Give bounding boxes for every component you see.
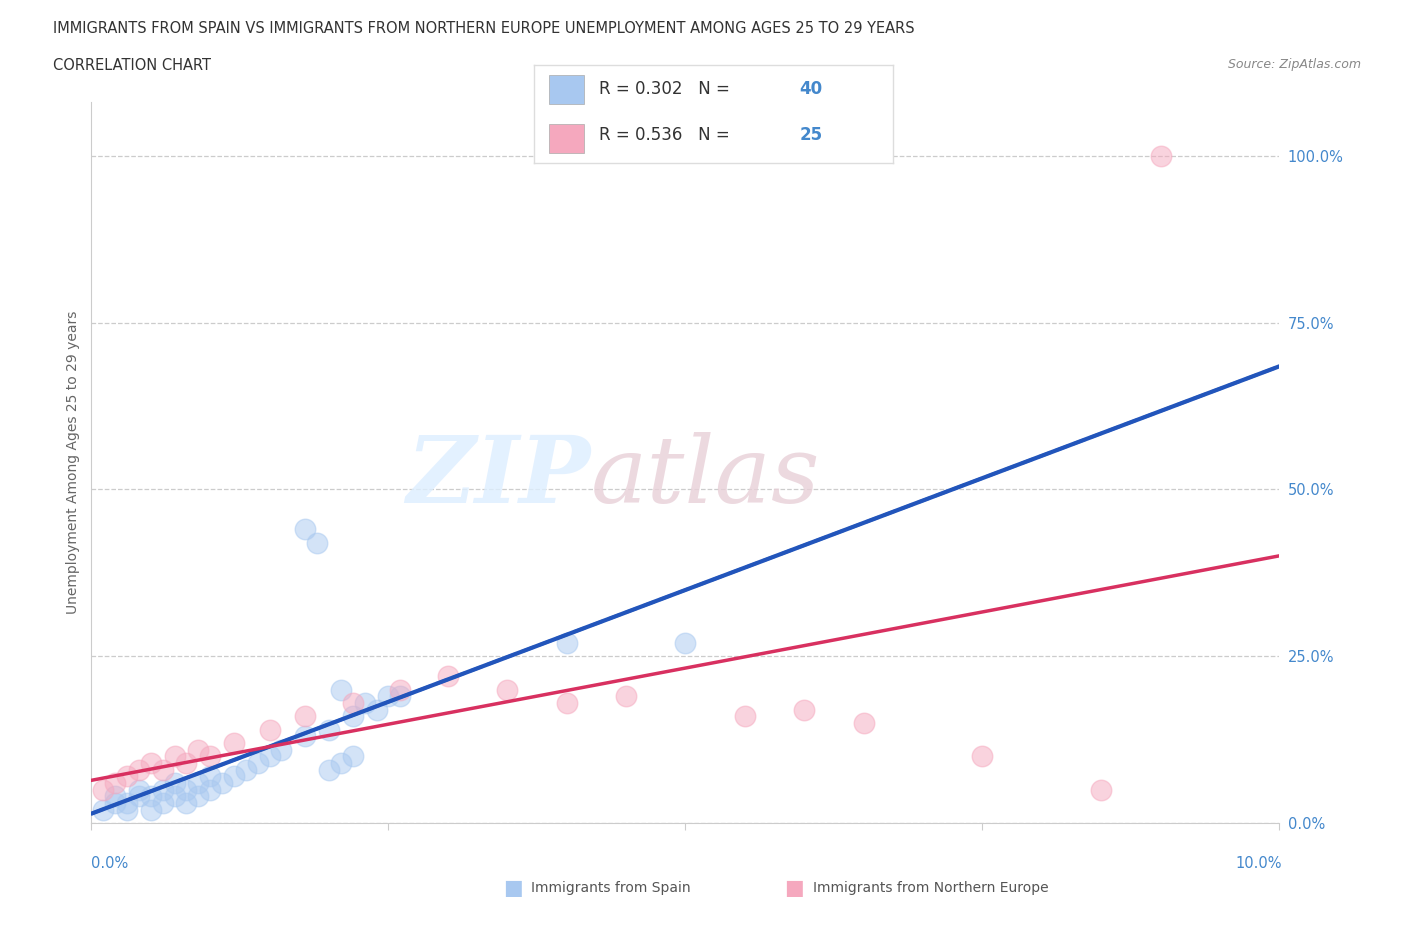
Point xyxy=(176,755,198,770)
Point xyxy=(259,749,281,764)
Point xyxy=(200,769,222,784)
Point xyxy=(104,795,127,810)
Point xyxy=(259,723,281,737)
Point xyxy=(342,696,364,711)
Point xyxy=(377,689,399,704)
Point xyxy=(176,795,198,810)
Point xyxy=(115,803,138,817)
Point xyxy=(115,769,138,784)
Text: atlas: atlas xyxy=(591,432,820,522)
Point xyxy=(152,782,174,797)
Point xyxy=(200,782,222,797)
Text: 10.0%: 10.0% xyxy=(1236,856,1282,870)
Text: 40: 40 xyxy=(800,80,823,98)
Text: Source: ZipAtlas.com: Source: ZipAtlas.com xyxy=(1227,58,1361,71)
Point xyxy=(187,789,209,804)
Text: R = 0.302   N =: R = 0.302 N = xyxy=(599,80,735,98)
Point xyxy=(176,782,198,797)
FancyBboxPatch shape xyxy=(548,75,585,104)
Point xyxy=(128,789,150,804)
Point xyxy=(163,789,186,804)
Point xyxy=(222,769,245,784)
Point xyxy=(972,749,994,764)
Point xyxy=(734,709,756,724)
Point xyxy=(389,689,412,704)
Point xyxy=(436,669,458,684)
Text: ZIP: ZIP xyxy=(406,432,591,522)
Point xyxy=(152,763,174,777)
Point xyxy=(152,795,174,810)
Point xyxy=(139,755,162,770)
Point xyxy=(496,682,519,697)
Point xyxy=(104,776,127,790)
Point xyxy=(139,803,162,817)
Point xyxy=(353,696,375,711)
Text: 0.0%: 0.0% xyxy=(91,856,128,870)
Point xyxy=(235,763,257,777)
Point xyxy=(294,522,316,537)
Point xyxy=(222,736,245,751)
Point xyxy=(329,682,352,697)
Text: 25: 25 xyxy=(800,126,823,144)
Point xyxy=(91,803,114,817)
Point xyxy=(318,763,340,777)
Text: CORRELATION CHART: CORRELATION CHART xyxy=(53,58,211,73)
Y-axis label: Unemployment Among Ages 25 to 29 years: Unemployment Among Ages 25 to 29 years xyxy=(66,311,80,615)
Text: IMMIGRANTS FROM SPAIN VS IMMIGRANTS FROM NORTHERN EUROPE UNEMPLOYMENT AMONG AGES: IMMIGRANTS FROM SPAIN VS IMMIGRANTS FROM… xyxy=(53,21,915,36)
Point xyxy=(673,635,696,650)
Point xyxy=(128,763,150,777)
Point xyxy=(852,715,875,730)
Point xyxy=(294,709,316,724)
Point xyxy=(115,795,138,810)
Point xyxy=(91,782,114,797)
Point xyxy=(614,689,637,704)
Point xyxy=(294,729,316,744)
Point xyxy=(1090,782,1112,797)
Point xyxy=(555,696,578,711)
Point xyxy=(366,702,388,717)
Text: ■: ■ xyxy=(503,878,523,898)
Point xyxy=(163,776,186,790)
FancyBboxPatch shape xyxy=(548,124,585,153)
Point xyxy=(555,635,578,650)
Point xyxy=(187,742,209,757)
Point xyxy=(246,755,269,770)
Point xyxy=(329,755,352,770)
Point xyxy=(270,742,292,757)
Text: Immigrants from Northern Europe: Immigrants from Northern Europe xyxy=(813,881,1049,896)
Point xyxy=(200,749,222,764)
Point xyxy=(104,789,127,804)
Point xyxy=(389,682,412,697)
Point xyxy=(187,776,209,790)
Text: R = 0.536   N =: R = 0.536 N = xyxy=(599,126,735,144)
Point xyxy=(139,789,162,804)
Point xyxy=(342,749,364,764)
Point xyxy=(1149,148,1171,163)
Point xyxy=(342,709,364,724)
Point xyxy=(211,776,233,790)
Point xyxy=(163,749,186,764)
Point xyxy=(307,536,329,551)
Point xyxy=(793,702,815,717)
Point xyxy=(318,723,340,737)
Text: ■: ■ xyxy=(785,878,804,898)
Text: Immigrants from Spain: Immigrants from Spain xyxy=(531,881,692,896)
Point xyxy=(128,782,150,797)
